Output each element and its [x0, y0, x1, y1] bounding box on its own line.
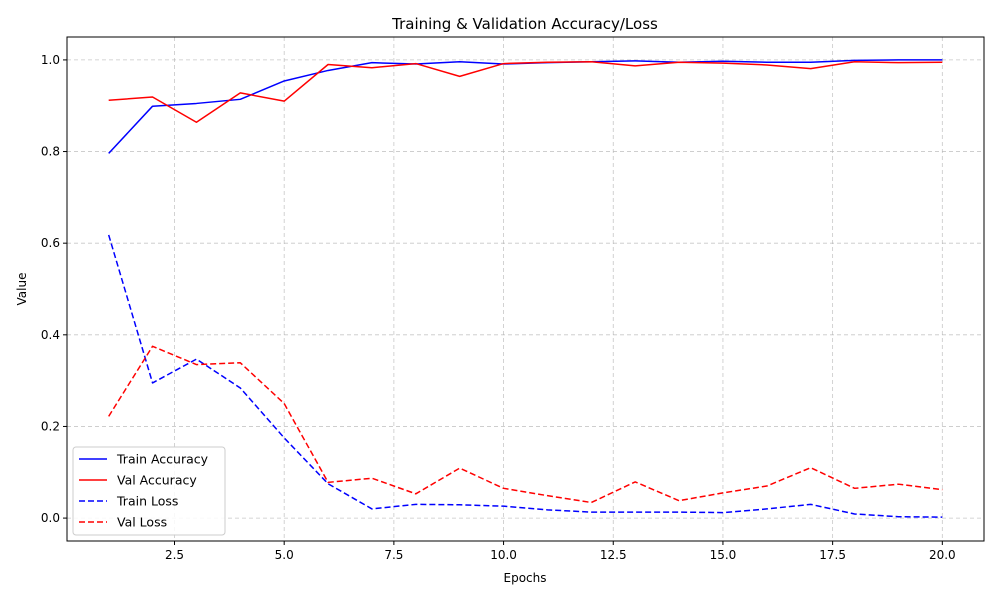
x-tick-label: 20.0: [929, 548, 956, 562]
x-tick-label: 12.5: [600, 548, 627, 562]
plot-series: [107, 59, 943, 518]
series-line-val-loss: [108, 345, 943, 504]
x-tick-label: 10.0: [490, 548, 517, 562]
axes-ticks: 2.5 5.0 7.5 10.0 12.5 15.0 17.5 20.0 0.0 0.2 0.4 0.…: [41, 53, 956, 562]
y-tick-label: 0.4: [41, 328, 60, 342]
legend-label-val-loss: Val Loss: [117, 515, 167, 530]
y-tick-label: 1.0: [41, 53, 60, 67]
series-line-train-loss: [107, 234, 943, 518]
y-tick-label: 0.6: [41, 236, 60, 250]
legend-label-train-loss: Train Loss: [116, 494, 178, 509]
y-tick-label: 0.2: [41, 419, 60, 433]
plot-frame: [66, 36, 985, 542]
series-line-val-accuracy: [108, 60, 943, 123]
x-tick-label: 17.5: [819, 548, 846, 562]
x-tick-label: 2.5: [165, 548, 184, 562]
x-tick-label: 5.0: [275, 548, 294, 562]
x-axis-title: Epochs: [504, 571, 547, 585]
chart-title: Training & Validation Accuracy/Loss: [391, 15, 658, 33]
legend-label-val-accuracy: Val Accuracy: [117, 473, 197, 488]
legend: Train Accuracy Val Accuracy Train Loss Val …: [72, 446, 226, 536]
grid: [67, 37, 984, 541]
legend-box: [72, 446, 226, 536]
x-tick-label: 15.0: [710, 548, 737, 562]
y-axis-title: Value: [15, 273, 29, 306]
y-tick-label: 0.8: [41, 145, 60, 159]
y-tick-label: 0.0: [41, 511, 60, 525]
x-tick-label: 7.5: [384, 548, 403, 562]
legend-label-train-accuracy: Train Accuracy: [116, 452, 209, 467]
